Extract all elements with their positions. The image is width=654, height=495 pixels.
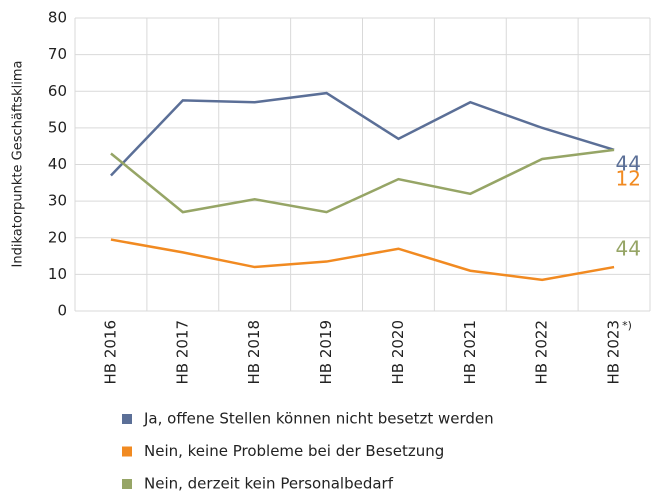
x-tick-label: HB 2022 <box>533 320 551 385</box>
y-tick-label: 30 <box>48 192 67 210</box>
y-tick-label: 40 <box>48 155 67 173</box>
x-tick-label: HB 2018 <box>245 320 263 385</box>
x-tick-label: HB 2023 <box>605 320 623 385</box>
y-tick-label: 10 <box>48 265 67 283</box>
y-tick-label: 20 <box>48 228 67 246</box>
x-tick-label: HB 2021 <box>461 320 479 385</box>
legend-label: Nein, derzeit kein Personalbedarf <box>144 475 394 492</box>
y-tick-label: 70 <box>48 45 67 63</box>
legend-label: Nein, keine Probleme bei der Besetzung <box>144 442 444 460</box>
line <box>110 238 615 282</box>
end-label: 44 <box>616 237 641 261</box>
line <box>110 91 615 177</box>
end-label: 12 <box>616 167 641 191</box>
line <box>110 148 615 214</box>
legend-swatch <box>122 479 132 489</box>
x-tick-label: HB 2019 <box>317 320 335 385</box>
y-tick-label: 50 <box>48 118 67 136</box>
end-label: 44 <box>616 152 641 176</box>
y-tick-label: 80 <box>48 9 67 27</box>
legend-swatch <box>122 414 132 424</box>
y-axis-label: Indikatorpunkte Geschäftsklima <box>11 61 26 268</box>
y-tick-label: 60 <box>48 82 67 100</box>
legend-swatch <box>122 446 132 457</box>
x-tick-label: HB 2020 <box>389 320 407 385</box>
legend-label: Ja, offene Stellen können nicht besetzt … <box>143 410 494 428</box>
y-tick-label: 0 <box>57 302 67 320</box>
x-tick-label: HB 2016 <box>101 320 119 385</box>
annotation: *) <box>622 319 632 332</box>
x-tick-label: HB 2017 <box>173 320 191 385</box>
